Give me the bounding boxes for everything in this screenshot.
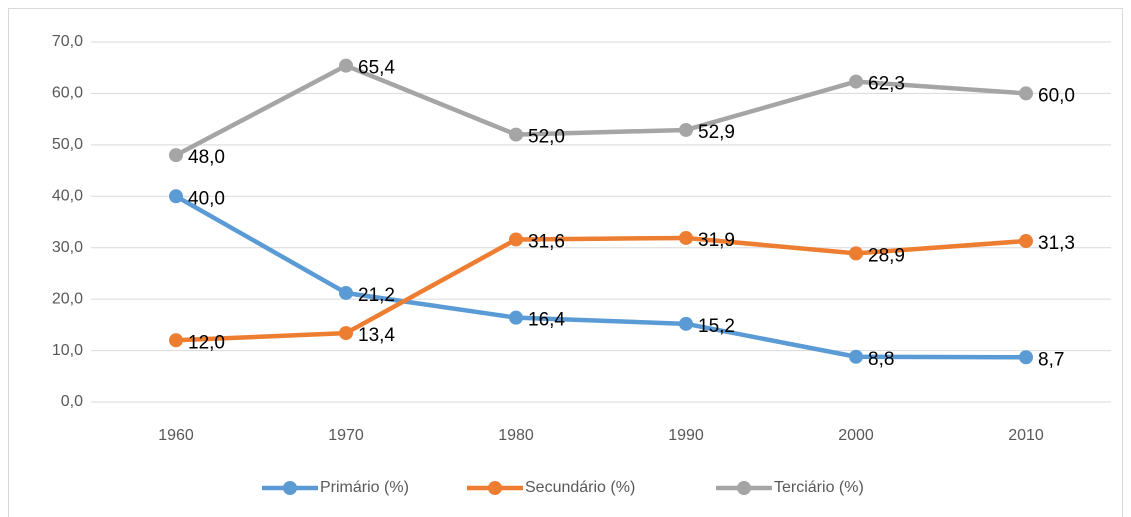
marker [339, 58, 353, 73]
y-tick-label: 30,0 [52, 239, 83, 256]
data-label: 62,3 [868, 74, 905, 95]
data-label: 31,3 [1038, 233, 1075, 254]
legend-label: Primário (%) [320, 479, 409, 496]
y-tick-label: 10,0 [52, 342, 83, 359]
x-tick-label: 1970 [328, 427, 364, 444]
marker [1019, 234, 1033, 249]
data-label: 12,0 [188, 332, 225, 353]
y-tick-label: 70,0 [52, 33, 83, 50]
data-label: 65,4 [358, 58, 395, 79]
marker [169, 189, 183, 204]
legend-marker [488, 481, 502, 495]
data-label: 31,6 [528, 232, 565, 253]
marker [339, 285, 353, 300]
data-label: 8,8 [868, 349, 894, 370]
legend-marker [283, 481, 297, 495]
y-tick-label: 20,0 [52, 290, 83, 307]
marker [1019, 86, 1033, 101]
series-line [174, 63, 1027, 158]
marker [849, 74, 863, 89]
x-tick-label: 2000 [838, 427, 874, 444]
legend-label: Secundário (%) [525, 479, 635, 496]
legend-label: Terciário (%) [774, 479, 864, 496]
marker [169, 333, 183, 348]
marker [169, 148, 183, 163]
data-label: 28,9 [868, 245, 905, 266]
y-tick-label: 0,0 [61, 393, 83, 410]
data-label: 13,4 [358, 325, 395, 346]
x-tick-label: 1990 [668, 427, 704, 444]
marker [1019, 350, 1033, 365]
series-line [175, 235, 1027, 343]
marker [509, 127, 523, 142]
y-tick-label: 60,0 [52, 85, 83, 102]
marker [679, 122, 693, 137]
legend-marker [737, 481, 751, 495]
data-label: 40,0 [188, 188, 225, 209]
y-tick-label: 50,0 [52, 136, 83, 153]
series-line [174, 194, 1027, 360]
data-label: 8,7 [1038, 349, 1064, 370]
data-label: 48,0 [188, 147, 225, 168]
data-label: 21,2 [358, 285, 395, 306]
data-label: 15,2 [698, 316, 735, 337]
data-label: 52,0 [528, 127, 565, 148]
x-tick-label: 1960 [158, 427, 194, 444]
data-label: 16,4 [528, 310, 565, 331]
data-label: 52,9 [698, 122, 735, 143]
x-tick-label: 1980 [498, 427, 534, 444]
y-tick-label: 40,0 [52, 188, 83, 205]
marker [849, 246, 863, 261]
marker [679, 230, 693, 245]
data-label: 60,0 [1038, 85, 1075, 106]
marker [679, 316, 693, 331]
marker [509, 310, 523, 325]
x-tick-label: 2010 [1008, 427, 1044, 444]
marker [339, 326, 353, 341]
marker [849, 349, 863, 364]
marker [509, 232, 523, 247]
data-label: 31,9 [698, 230, 735, 251]
